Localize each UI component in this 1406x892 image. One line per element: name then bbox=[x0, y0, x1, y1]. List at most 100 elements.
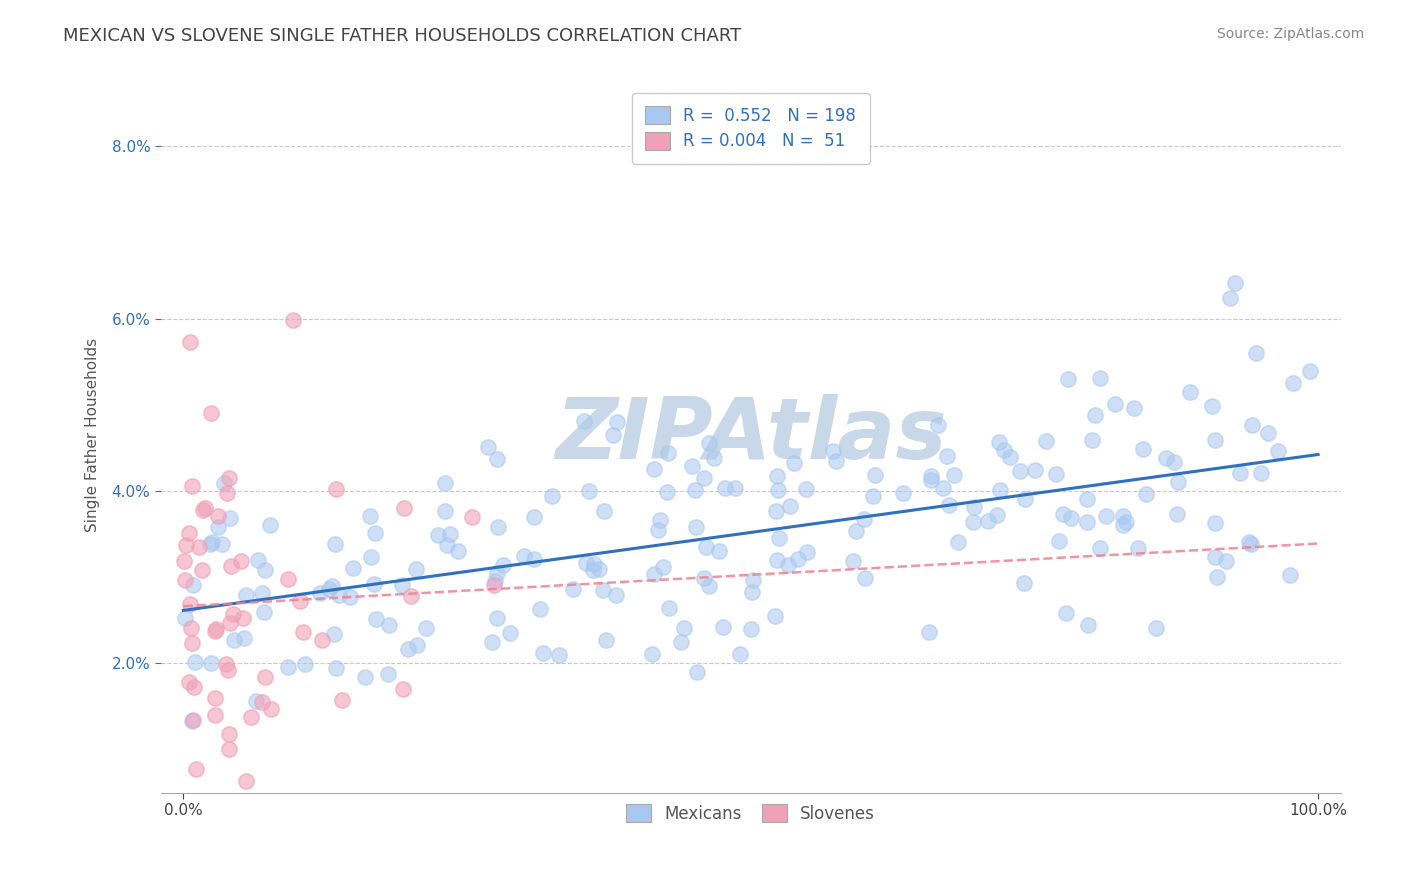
Point bbox=[948, 535, 970, 549]
Point bbox=[1057, 372, 1080, 386]
Point bbox=[198, 536, 221, 550]
Point bbox=[602, 428, 624, 442]
Point bbox=[207, 520, 229, 534]
Point bbox=[998, 450, 1021, 465]
Point bbox=[1244, 346, 1267, 360]
Point bbox=[235, 588, 257, 602]
Point bbox=[595, 633, 617, 648]
Point bbox=[1135, 487, 1157, 501]
Point bbox=[643, 566, 665, 581]
Point bbox=[927, 417, 949, 432]
Point bbox=[1088, 370, 1111, 384]
Point bbox=[986, 508, 1008, 522]
Point bbox=[562, 582, 585, 597]
Point bbox=[190, 563, 212, 577]
Point bbox=[741, 585, 763, 599]
Point bbox=[229, 554, 252, 568]
Point bbox=[1204, 549, 1226, 564]
Point bbox=[446, 544, 468, 558]
Point bbox=[1060, 510, 1083, 524]
Point bbox=[183, 681, 205, 695]
Point bbox=[1144, 621, 1167, 635]
Point bbox=[1014, 492, 1036, 507]
Point bbox=[853, 511, 876, 525]
Point bbox=[641, 647, 664, 661]
Text: MEXICAN VS SLOVENE SINGLE FATHER HOUSEHOLDS CORRELATION CHART: MEXICAN VS SLOVENE SINGLE FATHER HOUSEHO… bbox=[63, 27, 741, 45]
Point bbox=[245, 693, 267, 707]
Point bbox=[1267, 444, 1289, 458]
Point bbox=[776, 558, 799, 573]
Point bbox=[477, 440, 499, 454]
Point bbox=[1052, 507, 1074, 521]
Point bbox=[179, 334, 201, 349]
Point bbox=[1024, 463, 1046, 477]
Point bbox=[686, 665, 709, 680]
Point bbox=[181, 713, 204, 727]
Point bbox=[918, 625, 941, 640]
Point bbox=[1215, 554, 1237, 568]
Point bbox=[485, 611, 508, 625]
Point bbox=[1080, 433, 1102, 447]
Point bbox=[204, 624, 226, 639]
Point bbox=[1223, 277, 1246, 291]
Point bbox=[779, 500, 801, 514]
Point bbox=[523, 509, 546, 524]
Point bbox=[1278, 568, 1301, 582]
Point bbox=[311, 632, 333, 647]
Point bbox=[606, 415, 628, 429]
Point bbox=[378, 617, 401, 632]
Point bbox=[1257, 426, 1279, 441]
Point bbox=[499, 626, 522, 640]
Point bbox=[212, 476, 235, 491]
Point bbox=[935, 450, 957, 464]
Point bbox=[240, 710, 263, 724]
Point bbox=[218, 742, 240, 756]
Point bbox=[1166, 507, 1188, 521]
Point bbox=[217, 663, 239, 677]
Point bbox=[783, 456, 806, 470]
Point bbox=[215, 657, 238, 672]
Point bbox=[173, 553, 195, 567]
Point bbox=[681, 459, 703, 474]
Point bbox=[1240, 536, 1263, 550]
Point bbox=[342, 561, 364, 575]
Point bbox=[920, 473, 942, 487]
Point bbox=[582, 563, 605, 577]
Point bbox=[1167, 475, 1189, 489]
Point bbox=[768, 531, 790, 545]
Point bbox=[323, 537, 346, 551]
Point bbox=[647, 523, 669, 537]
Point bbox=[253, 605, 276, 619]
Point bbox=[730, 647, 752, 661]
Point bbox=[217, 485, 239, 500]
Point bbox=[920, 469, 942, 483]
Point bbox=[763, 609, 786, 624]
Point bbox=[177, 674, 200, 689]
Point bbox=[548, 648, 571, 662]
Point bbox=[673, 621, 696, 635]
Point bbox=[290, 594, 312, 608]
Point bbox=[211, 537, 233, 551]
Point bbox=[219, 615, 242, 630]
Point bbox=[219, 558, 242, 573]
Point bbox=[180, 635, 202, 649]
Point bbox=[254, 563, 277, 577]
Point bbox=[484, 578, 506, 592]
Point bbox=[363, 577, 385, 591]
Point bbox=[1201, 399, 1223, 413]
Point bbox=[181, 479, 204, 493]
Point bbox=[540, 489, 562, 503]
Point bbox=[222, 607, 245, 621]
Point bbox=[406, 638, 429, 652]
Point bbox=[1180, 384, 1202, 399]
Point bbox=[1008, 465, 1031, 479]
Point bbox=[1250, 467, 1272, 481]
Point bbox=[184, 762, 207, 776]
Point bbox=[460, 509, 482, 524]
Point bbox=[842, 554, 865, 568]
Text: ZIPAtlas: ZIPAtlas bbox=[555, 393, 946, 476]
Point bbox=[697, 579, 720, 593]
Point bbox=[433, 504, 456, 518]
Point bbox=[685, 520, 707, 534]
Point bbox=[765, 469, 787, 483]
